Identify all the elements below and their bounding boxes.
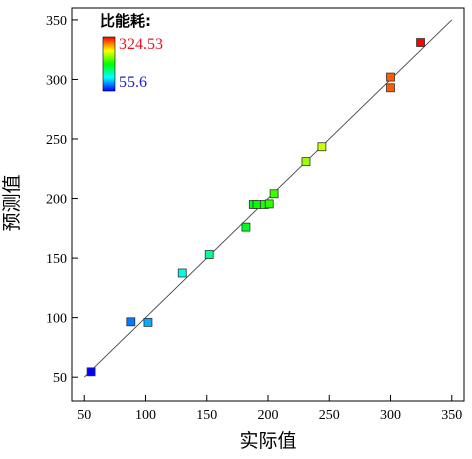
x-tick-label: 100 bbox=[135, 408, 156, 423]
data-point bbox=[143, 317, 153, 327]
x-tick-label: 250 bbox=[319, 408, 340, 423]
data-point bbox=[386, 72, 395, 82]
y-tick-label: 250 bbox=[46, 133, 67, 148]
x-tick-label: 50 bbox=[77, 408, 91, 423]
data-point bbox=[269, 189, 279, 199]
data-point bbox=[126, 317, 136, 327]
data-point bbox=[264, 199, 274, 209]
y-axis-title: 预测值 bbox=[1, 174, 23, 231]
data-point bbox=[301, 157, 311, 167]
y-tick-label: 300 bbox=[46, 73, 67, 88]
x-tick-label: 300 bbox=[380, 408, 401, 423]
y-axis-ticks: 50 100 150 200 250 300 350 bbox=[46, 14, 78, 386]
y-tick-label: 150 bbox=[46, 252, 67, 267]
data-point bbox=[317, 142, 327, 152]
data-point bbox=[86, 367, 96, 377]
x-tick-label: 350 bbox=[441, 408, 462, 423]
data-point bbox=[252, 200, 262, 209]
legend-colorbar bbox=[102, 36, 116, 92]
y-tick-label: 50 bbox=[53, 371, 67, 386]
x-tick-label: 150 bbox=[196, 408, 217, 423]
x-axis-ticks: 50 100 150 200 250 300 350 bbox=[77, 395, 462, 423]
legend-title: 比能耗: bbox=[100, 12, 151, 30]
data-point bbox=[204, 250, 214, 259]
color-legend: 比能耗: 324.53 55.6 bbox=[100, 12, 163, 92]
data-point bbox=[386, 83, 395, 93]
data-point bbox=[241, 222, 251, 232]
y-tick-label: 200 bbox=[46, 193, 67, 208]
data-point bbox=[177, 268, 187, 278]
data-point bbox=[416, 38, 425, 47]
x-axis-title: 实际值 bbox=[239, 430, 296, 452]
data-points bbox=[86, 38, 425, 377]
x-tick-label: 200 bbox=[258, 408, 279, 423]
y-tick-label: 350 bbox=[46, 14, 67, 29]
legend-min-label: 55.6 bbox=[119, 74, 147, 91]
y-tick-label: 100 bbox=[46, 312, 67, 327]
legend-max-label: 324.53 bbox=[119, 36, 163, 53]
